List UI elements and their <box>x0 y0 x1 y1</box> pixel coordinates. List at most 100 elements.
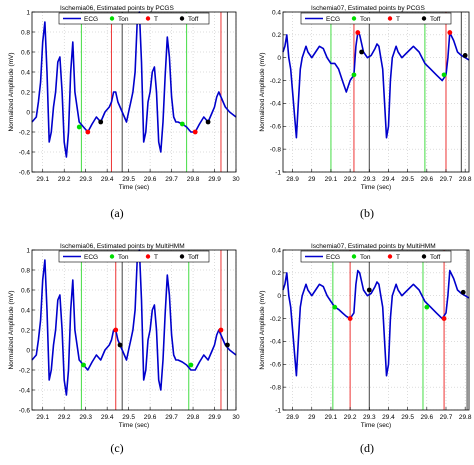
x-axis-label: Time (sec) <box>361 422 391 429</box>
x-tick-label: 29.1 <box>36 414 49 421</box>
x-tick-label: 29.8 <box>187 414 200 421</box>
y-tick-label: -1 <box>275 169 281 176</box>
y-tick-label: 0.4 <box>21 69 30 76</box>
ecg-series-line <box>282 31 470 139</box>
x-tick-label: 29.8 <box>187 176 200 183</box>
x-tick-label: 29.6 <box>144 414 157 421</box>
x-tick-label: 29.7 <box>440 176 453 183</box>
x-tick-label: 29.5 <box>401 414 414 421</box>
x-tick-label: 29.8 <box>459 176 472 183</box>
x-tick-label: 29.3 <box>79 176 92 183</box>
legend-label-t: T <box>396 254 400 261</box>
legend-label-toff: Toff <box>188 16 199 23</box>
legend-swatch-ton <box>109 254 115 259</box>
marker-toff <box>462 53 468 58</box>
x-axis-label: Time (sec) <box>361 184 391 191</box>
y-axis-label: Normalized Amplitude (mV) <box>259 290 266 369</box>
marker-toff <box>460 289 466 295</box>
x-tick-label: 30 <box>232 176 240 183</box>
chart-title: Ischemia06, Estimated points by PCGS <box>60 5 174 12</box>
marker-t <box>441 316 447 321</box>
y-tick-label: -0.8 <box>270 146 282 153</box>
marker-t <box>355 30 361 35</box>
y-axis-label: Normalized Amplitude (mV) <box>259 52 266 131</box>
x-tick-label: 29.1 <box>325 176 338 183</box>
plot-area <box>283 12 469 172</box>
marker-t <box>85 129 91 135</box>
legend: ECG Ton T Toff <box>300 250 452 263</box>
y-tick-label: -0.6 <box>270 124 282 131</box>
legend-label-t: T <box>154 16 158 23</box>
x-tick-label: 29.8 <box>459 414 472 421</box>
x-tick-label: 29.5 <box>122 176 135 183</box>
x-tick-label: 29.3 <box>363 176 376 183</box>
y-tick-label: 0.2 <box>272 270 281 277</box>
x-tick-label: 29.2 <box>58 176 71 183</box>
marker-t <box>347 316 353 321</box>
y-tick-label: -0.6 <box>270 362 282 369</box>
x-tick-label: 29.6 <box>144 176 157 183</box>
chart-panel-4: 28.9 29 29.1 29.2 29.3 29.4 29.5 29.6 29.7 29.8 -1… <box>259 243 472 429</box>
x-tick-label: 28.9 <box>286 176 299 183</box>
y-tick-label: 0.4 <box>21 307 30 314</box>
legend-swatch-t <box>145 16 151 21</box>
y-tick-label: -0.4 <box>19 149 31 156</box>
x-tick-label: 29.7 <box>165 176 178 183</box>
ecg-series-line <box>282 269 470 377</box>
chart-panel-1: 29.1 29.2 29.3 29.4 29.5 29.6 29.7 29.8 29.9 30 -0… <box>8 5 240 191</box>
legend-label-t: T <box>396 16 400 23</box>
x-tick-label: 29.5 <box>122 414 135 421</box>
y-tick-label: 0.2 <box>21 327 30 334</box>
marker-ton <box>424 304 430 310</box>
x-tick-label: 29.2 <box>344 414 357 421</box>
x-tick-label: 29.2 <box>344 176 357 183</box>
y-tick-label: -0.4 <box>19 387 31 394</box>
legend-swatch-t <box>387 16 393 21</box>
x-axis-label: Time (sec) <box>119 422 149 429</box>
marker-t <box>447 30 453 35</box>
x-tick-label: 29.7 <box>165 414 178 421</box>
x-tick-label: 29.1 <box>36 176 49 183</box>
marker-ton <box>179 121 185 127</box>
legend-label-ton: Ton <box>360 254 371 261</box>
axes-frame <box>282 11 470 173</box>
x-tick-label: 30 <box>232 414 240 421</box>
x-tick-label: 29.3 <box>363 414 376 421</box>
y-tick-label: -0.2 <box>270 78 282 85</box>
chart-title: Ischemia07, Estimated points by MultiHMM <box>311 243 436 250</box>
legend-swatch-toff <box>421 16 427 21</box>
legend: ECG Ton T Toff <box>300 12 452 25</box>
y-tick-label: 0 <box>277 293 281 300</box>
x-tick-label: 29.6 <box>420 414 433 421</box>
marker-toff <box>205 119 211 125</box>
x-tick-label: 29.4 <box>101 414 114 421</box>
y-tick-label: 0.2 <box>21 89 30 96</box>
legend: ECG Ton T Toff <box>58 12 210 25</box>
x-tick-label: 29.4 <box>382 414 395 421</box>
caption-a: (a) <box>110 206 124 220</box>
x-tick-label: 29.2 <box>58 414 71 421</box>
caption-c: (c) <box>110 441 124 455</box>
axes-frame <box>282 249 470 411</box>
legend-label-ecg: ECG <box>326 254 340 261</box>
marker-toff <box>117 342 123 348</box>
y-tick-label: 0.8 <box>21 267 30 274</box>
legend-label-toff: Toff <box>188 254 199 261</box>
y-tick-label: -0.2 <box>19 367 31 374</box>
legend-box <box>58 12 210 25</box>
legend-swatch-ton <box>109 16 115 21</box>
marker-toff <box>225 342 230 348</box>
x-tick-label: 29.7 <box>440 414 453 421</box>
x-tick-label: 29.3 <box>79 414 92 421</box>
marker-ton <box>351 72 357 78</box>
legend-swatch-toff <box>179 254 185 259</box>
y-tick-label: -0.4 <box>270 101 282 108</box>
x-tick-label: 29.4 <box>101 176 114 183</box>
legend-label-ton: Ton <box>118 254 129 261</box>
legend-swatch-ton <box>351 16 357 21</box>
y-tick-label: -1 <box>275 407 281 414</box>
chart-panel-3: 29.1 29.2 29.3 29.4 29.5 29.6 29.7 29.8 29.9 30 -0… <box>8 243 240 429</box>
y-tick-label: 0.6 <box>21 287 30 294</box>
